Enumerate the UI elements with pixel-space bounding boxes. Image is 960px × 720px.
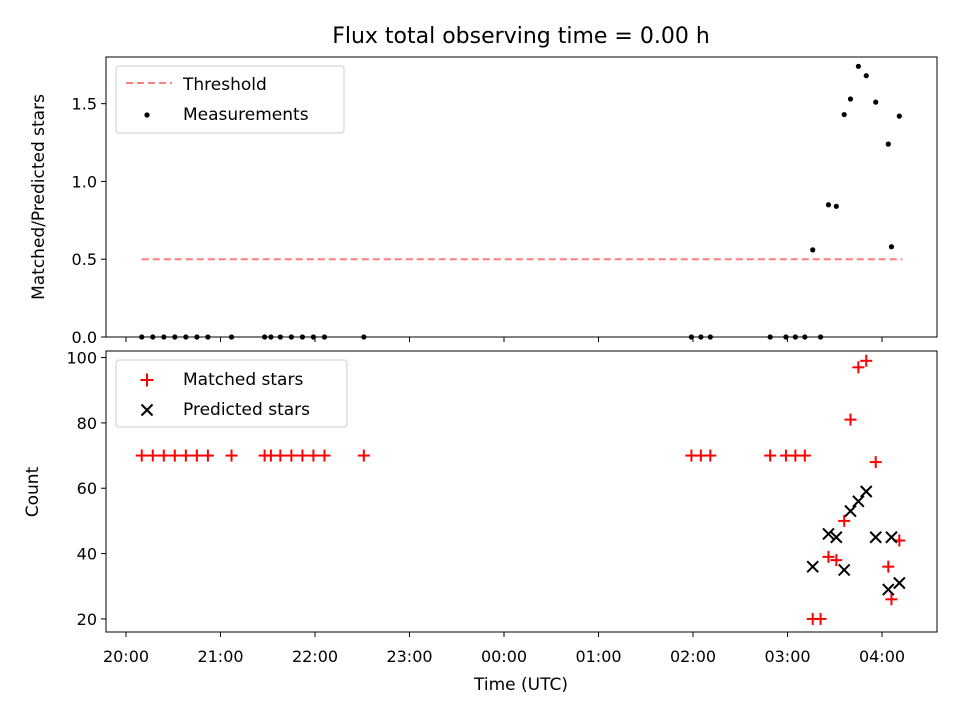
bottom-x-ticks: 20:00 21:00 22:00 23:00 00:00 01:00 02:00 03:00… xyxy=(103,632,905,666)
legend-matched-swatch xyxy=(140,373,154,387)
predicted-star-point xyxy=(837,563,851,577)
predicted-star-point xyxy=(882,583,895,596)
matched-star-points xyxy=(135,354,906,625)
top-legend-box xyxy=(115,65,345,134)
matched-star-point xyxy=(190,449,203,462)
top-y-axis-label: Matched/Predicted stars xyxy=(29,94,49,300)
x-tick-label: 03:00 xyxy=(764,647,810,666)
matched-star-point xyxy=(764,449,777,462)
y-tick-label: 40 xyxy=(77,545,97,564)
bottom-legend-box xyxy=(115,359,348,428)
predicted-star-point xyxy=(822,527,835,541)
matched-star-point xyxy=(357,449,370,462)
y-tick-label: 1.0 xyxy=(72,172,97,191)
legend-measurements-label: Measurements xyxy=(183,105,309,125)
y-tick-label: 60 xyxy=(77,479,97,498)
top-panel: 0.0 0.5 1.0 1.5 Matched/Predicted stars Thr… xyxy=(29,56,938,347)
bottom-panel: 20 40 60 80 100 20:00 21:00 22:00 23:00 00:00 01:… xyxy=(23,349,938,695)
bottom-axes-frame xyxy=(105,350,938,633)
top-legend: Threshold Measurements xyxy=(115,65,345,134)
predicted-star-point xyxy=(830,531,843,544)
x-tick-label: 23:00 xyxy=(386,647,432,666)
matched-star-point xyxy=(168,449,181,462)
predicted-star-point xyxy=(860,485,873,498)
predicted-star-point xyxy=(852,495,865,508)
measurement-point xyxy=(885,141,891,147)
measurement-point xyxy=(855,63,861,69)
legend-matched-label: Matched stars xyxy=(183,370,303,390)
x-tick-label: 01:00 xyxy=(575,647,621,666)
matched-star-point xyxy=(838,514,851,527)
measurement-point xyxy=(863,73,869,79)
measurement-point xyxy=(810,247,816,253)
y-tick-label: 0.0 xyxy=(72,328,97,347)
y-tick-label: 0.5 xyxy=(72,250,97,269)
measurement-point xyxy=(896,113,902,119)
matched-star-point xyxy=(704,449,717,462)
matched-star-point xyxy=(830,554,843,567)
top-axes-frame xyxy=(105,56,938,338)
matched-star-point xyxy=(852,361,865,374)
matched-star-point xyxy=(307,449,320,462)
y-tick-label: 20 xyxy=(77,610,97,629)
measurement-point xyxy=(888,244,895,250)
measurement-point xyxy=(873,99,879,105)
matched-star-point xyxy=(814,612,827,625)
predicted-star-point xyxy=(893,576,906,590)
matched-star-point xyxy=(157,449,170,462)
y-tick-label: 1.5 xyxy=(72,95,97,114)
matched-star-point xyxy=(201,449,214,462)
matched-star-point xyxy=(798,449,811,462)
matched-star-point xyxy=(822,550,835,563)
measurement-point xyxy=(847,96,854,102)
bottom-y-axis-label: Count xyxy=(23,466,43,517)
matched-star-point xyxy=(285,449,298,462)
matched-star-point xyxy=(274,449,287,462)
predicted-star-point xyxy=(885,531,898,544)
x-tick-label: 02:00 xyxy=(670,647,716,666)
legend-measurements-swatch xyxy=(144,112,150,118)
y-tick-label: 100 xyxy=(66,349,97,368)
predicted-star-point xyxy=(806,560,819,573)
matched-star-point xyxy=(179,449,192,462)
x-axis-label: Time (UTC) xyxy=(473,675,568,695)
legend-predicted-label: Predicted stars xyxy=(183,400,310,420)
matched-star-point xyxy=(885,593,898,606)
matched-star-point xyxy=(869,456,882,469)
measurement-point xyxy=(833,203,839,209)
x-tick-label: 20:00 xyxy=(103,647,149,666)
legend-threshold-label: Threshold xyxy=(182,75,267,95)
matched-star-point xyxy=(146,449,159,462)
x-tick-label: 00:00 xyxy=(481,647,527,666)
matched-star-point xyxy=(844,413,857,426)
matched-star-point xyxy=(882,560,895,573)
x-tick-label: 22:00 xyxy=(292,647,338,666)
bottom-y-ticks: 20 40 60 80 100 xyxy=(66,349,106,629)
predicted-star-point xyxy=(869,531,882,544)
matched-star-point xyxy=(860,354,873,367)
matched-star-point xyxy=(318,449,331,462)
measurement-point xyxy=(841,111,847,118)
predicted-star-point xyxy=(844,504,857,518)
top-x-ticks xyxy=(125,337,883,342)
top-y-ticks: 0.0 0.5 1.0 1.5 xyxy=(72,95,106,347)
x-tick-label: 04:00 xyxy=(859,647,905,666)
chart-title: Flux total observing time = 0.00 h xyxy=(332,24,710,49)
matched-star-point xyxy=(225,449,238,462)
y-tick-label: 80 xyxy=(77,414,97,433)
bottom-legend: Matched stars Predicted stars xyxy=(115,359,348,428)
matched-star-point xyxy=(135,449,148,462)
legend-predicted-swatch xyxy=(140,403,154,417)
measurement-point xyxy=(825,202,832,208)
predicted-star-points xyxy=(806,485,906,596)
x-tick-label: 21:00 xyxy=(197,647,243,666)
matched-star-point xyxy=(296,449,309,462)
